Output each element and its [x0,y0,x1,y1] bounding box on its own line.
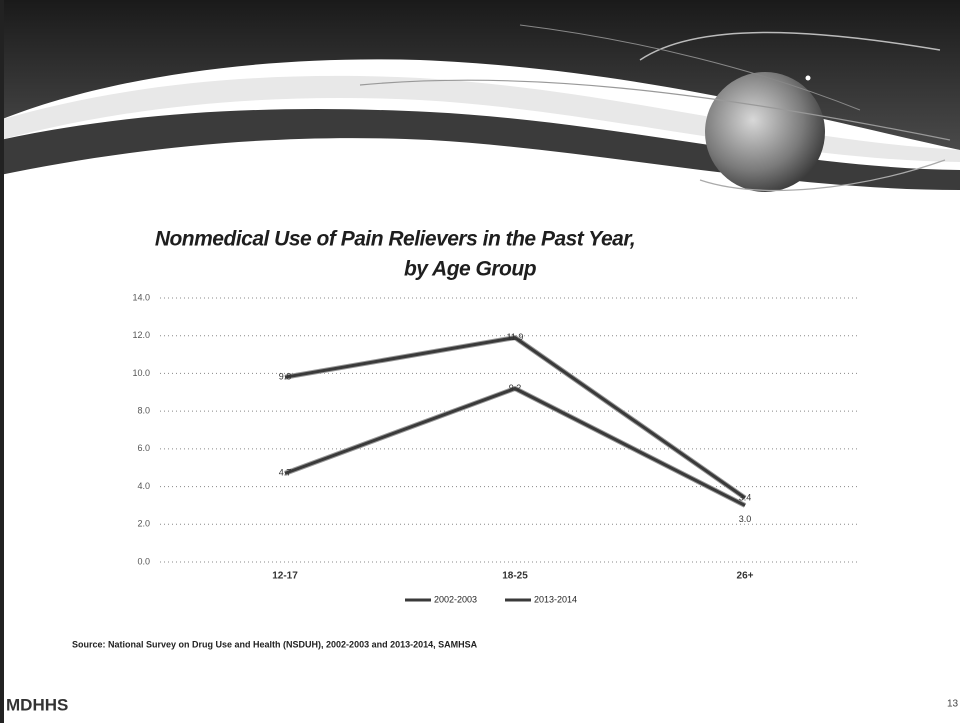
page-number: 13 [947,699,959,710]
logo: MDHHS [6,695,68,714]
y-tick-label: 8.0 [137,406,150,416]
data-label: 3.0 [739,514,752,524]
x-tick-label: 26+ [737,571,754,582]
y-tick-label: 0.0 [137,556,150,566]
chart-title: by Age Group [404,258,537,281]
legend-label: 2013-2014 [534,594,577,604]
y-tick-label: 10.0 [132,368,150,378]
y-tick-label: 4.0 [137,481,150,491]
series-line [284,387,746,507]
slide-border [0,0,4,723]
header-banner [0,0,960,192]
chart-title: Nonmedical Use of Pain Relievers in the … [155,228,635,251]
data-label: 9.8 [279,372,292,382]
x-tick-label: 12-17 [272,571,298,582]
y-tick-label: 12.0 [132,330,150,340]
y-tick-label: 6.0 [137,443,150,453]
data-label: 11.9 [507,332,524,342]
data-label: 9.2 [509,383,522,393]
data-label: 4.7 [279,468,292,478]
y-tick-label: 14.0 [132,292,150,302]
legend-label: 2002-2003 [434,594,477,604]
source-note: Source: National Survey on Drug Use and … [72,639,478,649]
data-label: 3.4 [739,492,752,502]
series-line [284,336,746,500]
chart: Nonmedical Use of Pain Relievers in the … [155,228,636,281]
x-tick-label: 18-25 [502,571,528,582]
y-tick-label: 2.0 [137,519,150,529]
